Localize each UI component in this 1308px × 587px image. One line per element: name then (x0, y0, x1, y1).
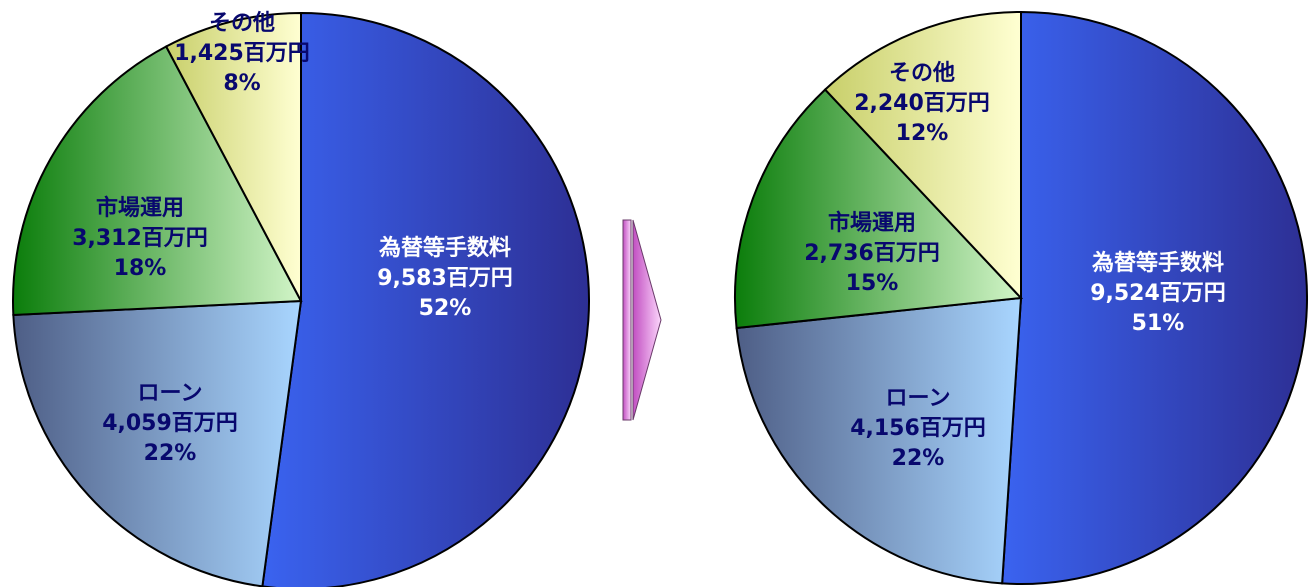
pie-slice-market (734, 88, 1024, 330)
pie-chart-before: 為替等手数料 9,583百万円 52% ローン 4,059百万円 22% 市場運用 3,312… (12, 11, 590, 587)
pie-slice-fees (261, 11, 590, 587)
pie-slice-market (12, 45, 303, 317)
slice-name: 市場運用 (828, 210, 916, 236)
slice-label-market: 市場運用 2,736百万円 15% (804, 210, 940, 296)
slice-percent: 52% (419, 296, 472, 321)
slice-label-fees: 為替等手数料 9,583百万円 52% (377, 235, 513, 321)
right-arrow-icon (622, 219, 662, 421)
slice-value: 4,156百万円 (850, 416, 986, 441)
pie-slice-other (823, 10, 1022, 301)
slice-name: その他 (209, 11, 275, 36)
slice-value: 9,524百万円 (1090, 281, 1226, 306)
slice-label-fees: 為替等手数料 9,524百万円 51% (1090, 250, 1226, 336)
slice-value: 9,583百万円 (377, 266, 513, 291)
slice-label-other: その他 1,425百万円 8% (174, 11, 310, 96)
slice-percent: 18% (114, 256, 167, 281)
arrow-head (632, 219, 662, 421)
pie-slice-other (164, 11, 302, 302)
slice-name: ローン (138, 381, 203, 406)
slice-name: その他 (889, 61, 955, 86)
slice-percent: 8% (223, 71, 260, 96)
slice-value: 2,240百万円 (854, 91, 990, 116)
slice-label-other: その他 2,240百万円 12% (854, 61, 990, 146)
pie-slice-loan (12, 299, 303, 587)
slice-value: 2,736百万円 (804, 241, 940, 266)
slice-value: 4,059百万円 (102, 411, 238, 436)
arrow-shaft (622, 219, 632, 421)
slice-name: 為替等手数料 (1092, 250, 1224, 276)
slice-value: 3,312百万円 (72, 226, 208, 251)
slice-name: ローン (886, 386, 951, 411)
slice-percent: 12% (896, 121, 949, 146)
pie-chart-after: 為替等手数料 9,524百万円 51% ローン 4,156百万円 22% 市場運用 2,736… (734, 10, 1308, 585)
slice-label-market: 市場運用 3,312百万円 18% (72, 195, 208, 281)
slice-value: 1,425百万円 (174, 41, 310, 66)
slice-percent: 22% (144, 441, 197, 466)
slice-label-loan: ローン 4,156百万円 22% (850, 386, 986, 471)
slice-percent: 51% (1132, 311, 1185, 336)
slice-percent: 15% (846, 271, 899, 296)
pie-slice-loan (735, 296, 1023, 585)
slice-label-loan: ローン 4,059百万円 22% (102, 381, 238, 466)
slice-name: 為替等手数料 (379, 235, 511, 261)
pie-slice-fees (1001, 10, 1308, 585)
slice-name: 市場運用 (96, 195, 184, 221)
slice-percent: 22% (892, 446, 945, 471)
